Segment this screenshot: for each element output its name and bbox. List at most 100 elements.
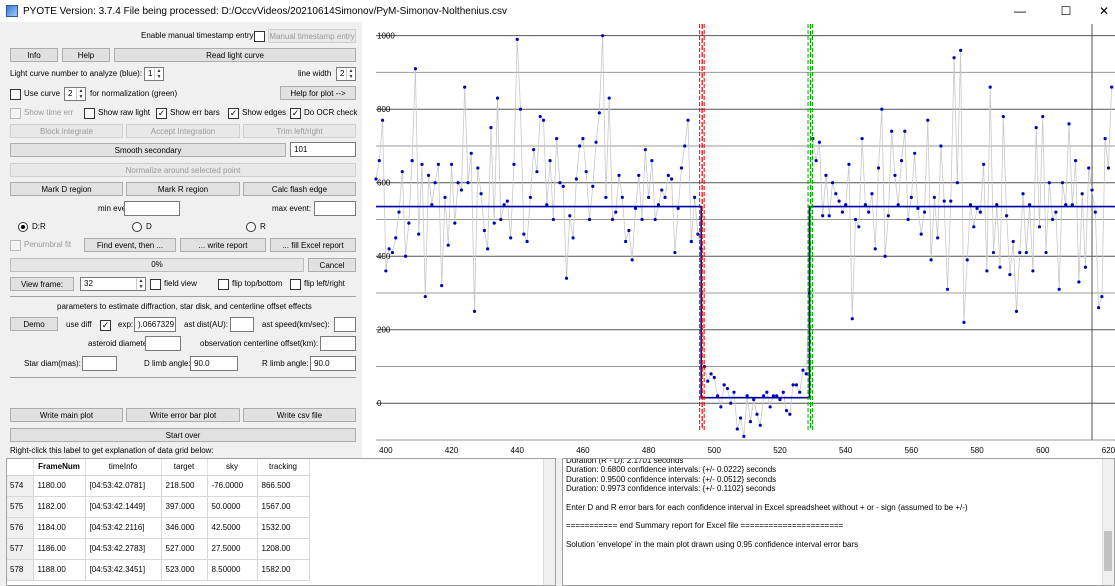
close-button[interactable]: ✕ <box>1098 4 1110 18</box>
minimize-button[interactable]: — <box>1014 4 1026 18</box>
write-csv-file-button[interactable]: Write csv file <box>243 408 356 422</box>
report-text-area[interactable]: Duration (R - D): 2.1701 seconds Duration… <box>562 458 1115 586</box>
max-event-input[interactable] <box>314 201 356 216</box>
row-header[interactable]: 576 <box>7 517 34 539</box>
table-row[interactable]: 578 1188.00 [04:53:42.3451] 523.000 8.50000 1… <box>7 559 310 581</box>
asteroid-diameter-input[interactable] <box>145 336 181 351</box>
data-grid[interactable]: FrameNum timeInfo target sky tracking 574 118… <box>6 458 556 586</box>
d-limb-angle-input[interactable]: 90.0 <box>190 356 238 371</box>
calc-flash-edge-button[interactable]: Calc flash edge <box>243 182 356 196</box>
write-main-plot-button[interactable]: Write main plot <box>10 408 123 422</box>
table-cell[interactable]: 1182.00 <box>33 496 86 518</box>
column-header[interactable]: sky <box>207 459 258 476</box>
table-cell[interactable]: -76.0000 <box>207 475 258 497</box>
radio-r[interactable] <box>246 222 256 232</box>
accept-integration-button[interactable]: Accept Integration <box>126 124 240 138</box>
show-time-err-checkbox[interactable] <box>10 108 21 119</box>
table-row[interactable]: 575 1182.00 [04:53:42.1449] 397.000 50.0000 1… <box>7 496 310 518</box>
flip-left-right-checkbox[interactable] <box>290 279 301 290</box>
penumbral-fit-checkbox[interactable] <box>10 240 21 251</box>
show-edges-checkbox[interactable]: ✓ <box>228 108 239 119</box>
column-header[interactable] <box>7 459 34 476</box>
show-err-bars-checkbox[interactable]: ✓ <box>156 108 167 119</box>
data-grid-explanation-label[interactable]: Right-click this label to get explanatio… <box>10 446 214 455</box>
find-event-button[interactable]: Find event, then ... <box>84 238 176 252</box>
table-cell[interactable]: 1567.00 <box>257 496 310 518</box>
enable-manual-timestamp-checkbox[interactable] <box>254 31 265 42</box>
trim-left-right-button[interactable]: Trim left/right <box>243 124 356 138</box>
table-cell[interactable]: 1180.00 <box>33 475 86 497</box>
mark-d-region-button[interactable]: Mark D region <box>10 182 123 196</box>
table-cell[interactable]: [04:53:42.2116] <box>85 517 162 539</box>
table-cell[interactable]: 42.5000 <box>207 517 258 539</box>
report-scrollbar-thumb[interactable] <box>1104 531 1112 571</box>
use-curve-spinbox[interactable]: 2 ▲ ▼ <box>64 87 86 101</box>
table-cell[interactable]: 866.500 <box>257 475 310 497</box>
flip-top-bottom-checkbox[interactable] <box>218 279 229 290</box>
row-header[interactable]: 574 <box>7 475 34 497</box>
normalize-button[interactable]: Normalize around selected point <box>10 163 356 177</box>
light-curve-chart[interactable]: 0 200 400 600 800 1000 400 420 440 460 480 500 520 54… <box>362 22 1115 458</box>
table-row[interactable]: 577 1186.00 [04:53:42.2783] 527.000 27.5000 1… <box>7 538 310 560</box>
write-report-button[interactable]: ... write report <box>180 238 266 252</box>
r-limb-angle-input[interactable]: 90.0 <box>310 356 356 371</box>
spin-arrows-icon[interactable]: ▲ ▼ <box>346 68 355 80</box>
light-curve-number-spinbox[interactable]: 1 ▲ ▼ <box>144 67 164 81</box>
demo-button[interactable]: Demo <box>10 317 58 331</box>
read-light-curve-button[interactable]: Read light curve <box>114 48 356 62</box>
column-header[interactable]: tracking <box>257 459 310 476</box>
view-frame-button[interactable]: View frame: <box>10 277 74 291</box>
row-header[interactable]: 577 <box>7 538 34 560</box>
table-cell[interactable]: 1208.00 <box>257 538 310 560</box>
table-cell[interactable]: [04:53:42.3451] <box>85 559 162 581</box>
table-cell[interactable]: [04:53:42.0781] <box>85 475 162 497</box>
table-cell[interactable]: [04:53:42.2783] <box>85 538 162 560</box>
row-header[interactable]: 578 <box>7 559 34 581</box>
table-cell[interactable]: 8.50000 <box>207 559 258 581</box>
table-row[interactable]: 576 1184.00 [04:53:42.2116] 346.000 42.5000 1… <box>7 517 310 539</box>
min-event-input[interactable] <box>124 201 180 216</box>
help-button[interactable]: Help <box>62 48 110 62</box>
smooth-secondary-input[interactable]: 101 <box>290 142 356 157</box>
start-over-button[interactable]: Start over <box>10 428 356 442</box>
use-curve-checkbox[interactable] <box>10 89 21 100</box>
spin-arrows-icon[interactable]: ▲ ▼ <box>76 88 85 100</box>
table-cell[interactable]: 1184.00 <box>33 517 86 539</box>
table-cell[interactable]: 523.000 <box>161 559 208 581</box>
table-cell[interactable]: 397.000 <box>161 496 208 518</box>
report-scrollbar[interactable] <box>1102 459 1114 585</box>
use-diff-checkbox[interactable]: ✓ <box>100 320 111 331</box>
table-cell[interactable]: 27.5000 <box>207 538 258 560</box>
manual-timestamp-entry-button[interactable]: Manual timestamp entry <box>268 29 356 43</box>
smooth-secondary-button[interactable]: Smooth secondary <box>10 143 286 157</box>
help-for-plot-button[interactable]: Help for plot --> <box>280 86 356 100</box>
write-error-bar-plot-button[interactable]: Write error bar plot <box>126 408 240 422</box>
exp-input[interactable]: ).0667329 <box>134 317 176 332</box>
radio-dr[interactable] <box>18 222 28 232</box>
column-header[interactable]: FrameNum <box>33 459 86 476</box>
table-cell[interactable]: 1188.00 <box>33 559 86 581</box>
table-cell[interactable]: 346.000 <box>161 517 208 539</box>
ast-speed-input[interactable] <box>334 317 356 332</box>
main-plot[interactable]: 0 200 400 600 800 1000 400 420 440 460 480 500 520 54… <box>362 22 1115 458</box>
table-cell[interactable]: 218.500 <box>161 475 208 497</box>
line-width-spinbox[interactable]: 2 ▲ ▼ <box>336 67 356 81</box>
centerline-offset-input[interactable] <box>320 336 356 351</box>
table-cell[interactable]: 50.0000 <box>207 496 258 518</box>
do-ocr-check-checkbox[interactable]: ✓ <box>290 108 301 119</box>
table-cell[interactable]: 1186.00 <box>33 538 86 560</box>
table-cell[interactable]: 527.000 <box>161 538 208 560</box>
cancel-button[interactable]: Cancel <box>308 258 356 272</box>
column-header[interactable]: target <box>161 459 208 476</box>
block-integrate-button[interactable]: Block integrate <box>10 124 123 138</box>
table-cell[interactable]: 1532.00 <box>257 517 310 539</box>
grid-scrollbar[interactable] <box>543 459 555 585</box>
view-frame-spinbox[interactable]: 32 ▲ ▼ <box>80 277 146 291</box>
ast-dist-input[interactable] <box>230 317 254 332</box>
info-button[interactable]: Info <box>10 48 58 62</box>
show-raw-light-checkbox[interactable] <box>84 108 95 119</box>
table-cell[interactable]: [04:53:42.1449] <box>85 496 162 518</box>
row-header[interactable]: 575 <box>7 496 34 518</box>
mark-r-region-button[interactable]: Mark R region <box>126 182 240 196</box>
star-diam-input[interactable] <box>82 356 117 371</box>
